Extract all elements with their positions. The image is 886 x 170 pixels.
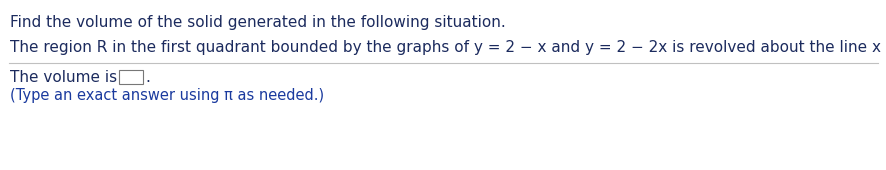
Text: The region R in the first quadrant bounded by the graphs of y = 2 − x and y = 2 : The region R in the first quadrant bound… <box>10 40 886 55</box>
Text: The volume is: The volume is <box>10 70 122 85</box>
Text: Find the volume of the solid generated in the following situation.: Find the volume of the solid generated i… <box>10 15 505 30</box>
Text: (Type an exact answer using π as needed.): (Type an exact answer using π as needed.… <box>10 88 323 103</box>
Text: .: . <box>144 70 150 85</box>
Bar <box>119 70 143 84</box>
